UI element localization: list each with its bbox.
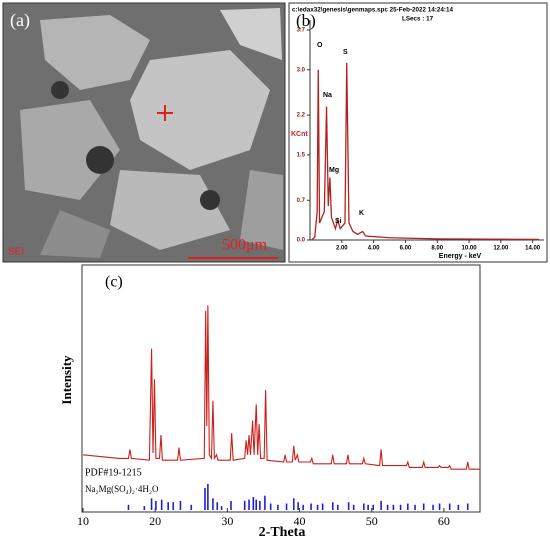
y-axis-label: Intensity [59,355,74,405]
x-tick-label: 20 [149,514,161,528]
panel-b-frame [288,2,548,263]
spectrum-subheader: LSecs : 17 [402,16,434,23]
grain [220,8,282,60]
spectrum-header: c:\edax32\genesis\genmaps.spc 25-Feb-202… [292,7,454,14]
marker [157,105,173,121]
panel-label: (b) [296,11,316,30]
y-tick-label: 2.2 [297,113,306,119]
grain [240,170,283,250]
peak-label: S [343,49,348,56]
y-tick-label: 3.7 [297,28,306,34]
peak-label: Si [335,218,342,225]
grain [40,15,150,90]
x-tick-label: 2.00 [336,246,348,252]
xrd-pattern [82,305,480,470]
grain [40,210,110,258]
x-tick-label: 40 [294,514,306,528]
y-tick-label: 0.0 [297,238,306,244]
panel-c-frame [81,264,481,513]
pore [200,190,220,210]
spectrum [311,62,540,241]
x-tick-label: 30 [221,514,233,528]
x-tick-label: 12.00 [493,246,509,252]
x-tick-label: 60 [438,514,450,528]
peak-label: Mg [329,167,339,174]
peak-label: K [359,210,364,217]
panel-label: (c) [105,274,123,291]
peak-label: Na [323,92,332,99]
x-tick-label: 10 [77,514,89,528]
y-tick-label: 3.0 [297,67,306,73]
x-tick-label: 4.00 [368,246,380,252]
pore [86,146,114,174]
x-axis-label: 2-Theta [259,525,306,539]
y-tick-label: 1.5 [297,152,306,158]
panel-label: (a) [10,10,30,31]
reference-compound: Na₂Mg(SO₄)₂·4H₂O [85,484,159,494]
x-tick-label: 50 [366,514,378,528]
x-tick-label: 6.00 [400,246,412,252]
detector-label: SEI [8,247,24,258]
reference-label: PDF#19-1215 [85,467,142,478]
panel-a: (a) SEI 500μm [2,2,286,263]
pore [51,81,69,99]
peak-label: O [317,42,323,49]
x-tick-label: 14.00 [525,246,541,252]
scale-label: 500μm [222,237,268,254]
grain [20,100,120,200]
grain [130,50,270,170]
x-tick-label: 8.00 [431,246,443,252]
y-tick-label: 0.7 [297,198,306,204]
grain [110,170,230,250]
y-axis-label: KCnt [291,131,308,138]
x-axis-label: Energy - keV [439,253,482,260]
x-tick-label: 10.00 [462,246,478,252]
